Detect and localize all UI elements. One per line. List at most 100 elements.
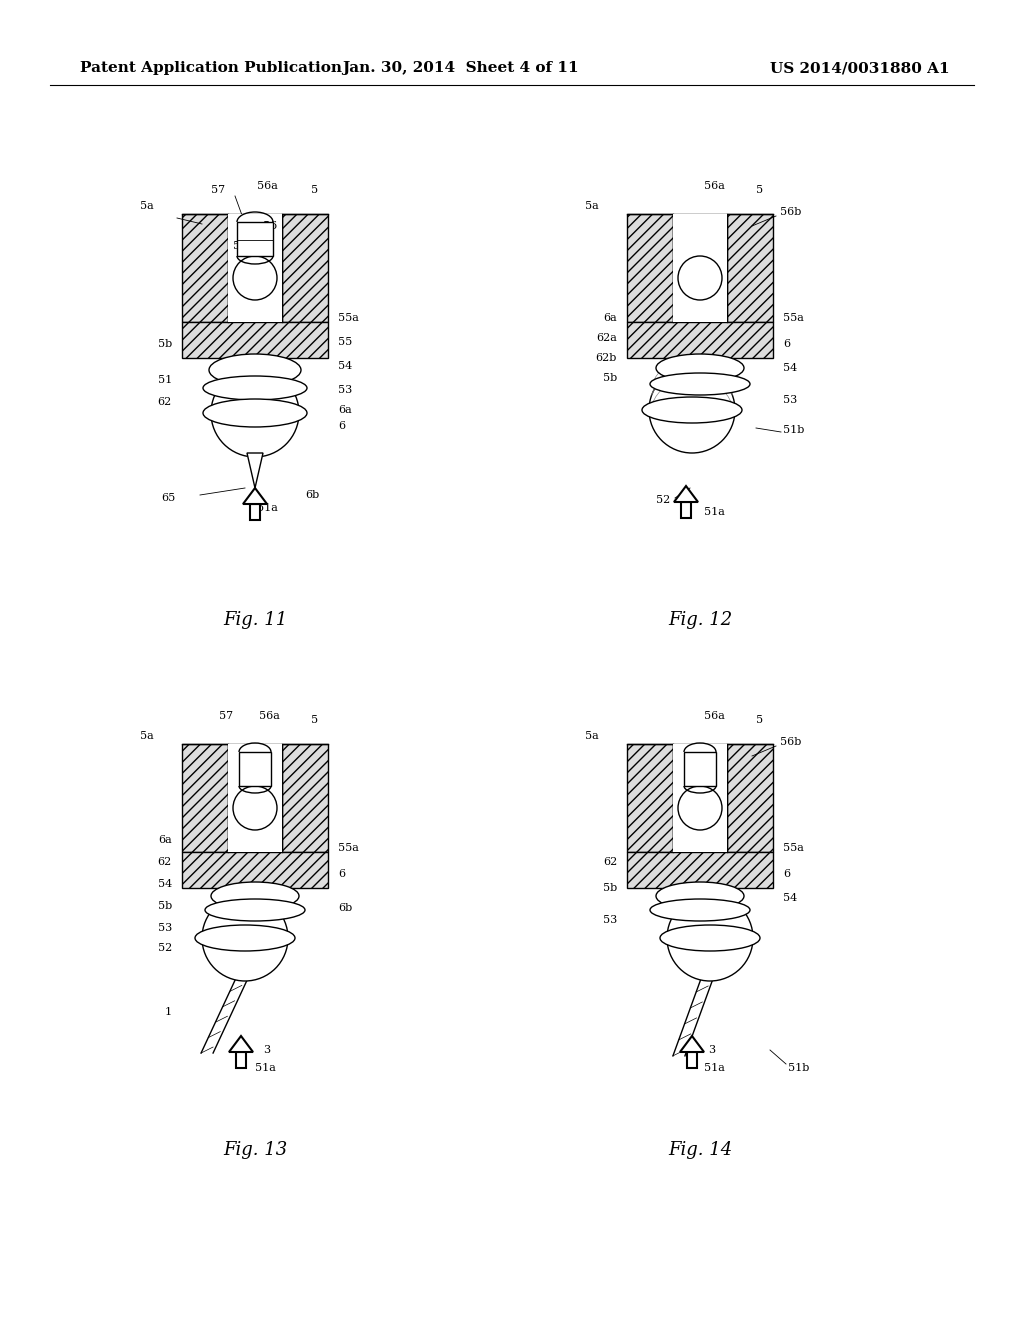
- Text: 5a: 5a: [586, 731, 599, 741]
- Bar: [228, 744, 282, 851]
- Text: 5a: 5a: [140, 201, 154, 211]
- Text: US 2014/0031880 A1: US 2014/0031880 A1: [770, 61, 950, 75]
- Bar: [250, 504, 260, 520]
- Text: 51a: 51a: [255, 1063, 275, 1073]
- Bar: [182, 744, 228, 851]
- Bar: [727, 214, 773, 322]
- Text: 53: 53: [783, 395, 798, 405]
- Text: 5a: 5a: [586, 201, 599, 211]
- Ellipse shape: [678, 256, 722, 300]
- Bar: [627, 322, 773, 358]
- Text: 56b: 56b: [780, 207, 802, 216]
- Bar: [236, 1052, 246, 1068]
- Bar: [681, 502, 691, 517]
- Bar: [627, 214, 673, 322]
- Bar: [237, 222, 273, 256]
- Text: 51b: 51b: [788, 1063, 809, 1073]
- Polygon shape: [674, 486, 698, 502]
- Text: Patent Application Publication: Patent Application Publication: [80, 61, 342, 75]
- Ellipse shape: [203, 399, 307, 426]
- Text: 56a: 56a: [257, 181, 278, 191]
- Text: E: E: [702, 933, 710, 942]
- Bar: [687, 1052, 697, 1068]
- Text: 56b: 56b: [780, 737, 802, 747]
- Text: 55a: 55a: [783, 843, 804, 853]
- Bar: [182, 322, 328, 358]
- Ellipse shape: [202, 895, 288, 981]
- Ellipse shape: [650, 374, 750, 395]
- Text: Fig. 14: Fig. 14: [668, 1140, 732, 1159]
- Bar: [228, 214, 282, 322]
- Ellipse shape: [642, 397, 742, 422]
- Bar: [182, 851, 328, 888]
- Ellipse shape: [650, 899, 750, 921]
- Text: 52: 52: [158, 942, 172, 953]
- Text: 56a: 56a: [705, 711, 725, 721]
- Ellipse shape: [660, 925, 760, 950]
- Ellipse shape: [667, 895, 753, 981]
- Text: 62b: 62b: [596, 352, 617, 363]
- Ellipse shape: [209, 354, 301, 385]
- Bar: [182, 214, 228, 322]
- Text: 51b: 51b: [783, 425, 805, 436]
- Ellipse shape: [656, 882, 744, 909]
- Text: E: E: [238, 933, 245, 942]
- Text: 3: 3: [263, 1045, 270, 1055]
- Text: 6: 6: [783, 339, 791, 348]
- Text: 51a: 51a: [705, 507, 725, 517]
- Text: 5b: 5b: [603, 374, 617, 383]
- Bar: [673, 214, 727, 322]
- Bar: [239, 752, 271, 785]
- Bar: [684, 752, 716, 785]
- Bar: [727, 744, 773, 851]
- Text: 52: 52: [655, 495, 670, 506]
- Polygon shape: [680, 1036, 705, 1052]
- Bar: [282, 744, 328, 851]
- Text: 55a: 55a: [338, 843, 358, 853]
- Text: 62a: 62a: [596, 333, 617, 343]
- Bar: [282, 214, 328, 322]
- Bar: [673, 744, 727, 851]
- Ellipse shape: [203, 376, 307, 400]
- Text: 55a: 55a: [338, 313, 358, 323]
- Text: 62: 62: [603, 857, 617, 867]
- Text: 53: 53: [603, 915, 617, 925]
- Text: 6b: 6b: [305, 490, 319, 500]
- Text: 62: 62: [158, 397, 172, 407]
- Bar: [627, 744, 673, 851]
- Ellipse shape: [195, 925, 295, 950]
- Text: Jan. 30, 2014  Sheet 4 of 11: Jan. 30, 2014 Sheet 4 of 11: [342, 61, 579, 75]
- Text: 54: 54: [783, 894, 798, 903]
- Text: 55: 55: [338, 337, 352, 347]
- Text: 5: 5: [756, 715, 763, 725]
- Text: 5: 5: [756, 185, 763, 195]
- Ellipse shape: [211, 370, 299, 457]
- Text: 53: 53: [158, 923, 172, 933]
- Text: 55a: 55a: [783, 313, 804, 323]
- Text: 57: 57: [219, 711, 233, 721]
- Text: 1: 1: [165, 1007, 172, 1016]
- Text: 6: 6: [338, 421, 345, 432]
- Text: 51a: 51a: [705, 1063, 725, 1073]
- Text: 56a: 56a: [705, 181, 725, 191]
- Text: 5b: 5b: [603, 883, 617, 894]
- Text: 6: 6: [338, 869, 345, 879]
- Text: 54: 54: [338, 360, 352, 371]
- Text: Fig. 13: Fig. 13: [223, 1140, 287, 1159]
- Polygon shape: [243, 488, 267, 504]
- Text: 51: 51: [158, 375, 172, 385]
- Text: 56a: 56a: [259, 711, 280, 721]
- Text: 6a: 6a: [338, 405, 352, 414]
- Polygon shape: [229, 1036, 253, 1052]
- Text: 54: 54: [158, 879, 172, 888]
- Polygon shape: [247, 453, 263, 488]
- Text: 65: 65: [161, 492, 175, 503]
- Ellipse shape: [649, 367, 735, 453]
- Bar: [627, 851, 773, 888]
- Ellipse shape: [233, 785, 278, 830]
- Ellipse shape: [233, 256, 278, 300]
- Text: 57: 57: [211, 185, 225, 195]
- Text: 6: 6: [783, 869, 791, 879]
- Text: Fig. 12: Fig. 12: [668, 611, 732, 630]
- Text: 5a: 5a: [140, 731, 154, 741]
